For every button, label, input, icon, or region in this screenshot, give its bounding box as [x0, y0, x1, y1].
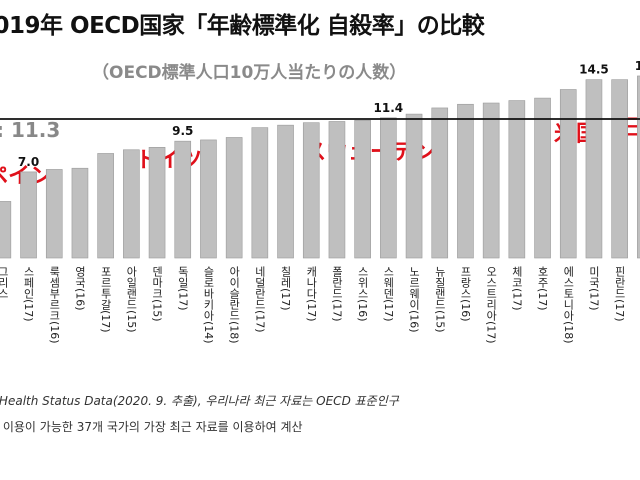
- tick-label-21: 호주(17): [536, 266, 549, 311]
- data-label-15: 11.4: [374, 101, 404, 115]
- tick-label-15: 스웨덴(17): [382, 266, 395, 322]
- tick-label-19: 오스트리아(17): [485, 266, 498, 344]
- tick-label-11: 칠레(17): [279, 266, 292, 311]
- tick-label-10: 네덜란드(17): [253, 266, 266, 333]
- tick-label-6: 덴마크(15): [151, 266, 164, 322]
- method-note: 료 이용이 가능한 37개 국가의 가장 최근 자료를 이용하여 계산: [0, 420, 303, 434]
- tick-label-17: 뉴질랜드(15): [433, 266, 446, 333]
- bar-20: [508, 100, 526, 259]
- bar-25: [637, 75, 640, 259]
- tick-label-14: 스위스(16): [356, 266, 369, 322]
- chart-title: 2019年 OECD国家「年齢標準化 自殺率」の比較: [0, 13, 485, 39]
- bar-16: [405, 113, 423, 259]
- bar-1: [20, 171, 37, 259]
- tick-label-23: 미국(17): [587, 266, 600, 311]
- tick-label-8: 슬로바키아(14): [202, 266, 215, 344]
- bar-9: [225, 137, 243, 259]
- bar-3: [71, 167, 89, 259]
- tick-label-7: 독일(17): [176, 266, 189, 311]
- tick-label-18: 프랑스(16): [459, 266, 472, 322]
- tick-label-3: 영국(16): [73, 266, 86, 311]
- chart-subtitle: （OECD標準人口10万人当たりの人数）: [92, 63, 407, 83]
- source-note: ', Health Status Data(2020. 9. 추출), 우리나라…: [0, 394, 399, 408]
- tick-label-5: 아일랜드(15): [125, 266, 138, 333]
- tick-label-0: 그리스: [0, 266, 9, 299]
- bar-12: [302, 122, 320, 259]
- bar-13: [328, 121, 346, 259]
- tick-label-13: 폴란드(17): [330, 266, 343, 322]
- tick-label-16: 노르웨이(16): [408, 266, 421, 333]
- bar-11: [277, 124, 294, 259]
- tick-label-25: 일본(17): [639, 265, 640, 311]
- bar-10: [251, 127, 269, 259]
- bar-24: [611, 79, 628, 259]
- bar-14: [354, 119, 371, 259]
- bar-17: [431, 107, 449, 259]
- bar-5: [123, 149, 140, 259]
- bar-8: [200, 139, 217, 259]
- bar-22: [559, 89, 577, 259]
- data-label-23: 14.5: [579, 63, 609, 77]
- tick-label-24: 핀란드(17): [613, 266, 626, 322]
- tick-label-12: 캐나다(17): [305, 266, 318, 322]
- bar-7: [174, 140, 192, 259]
- tick-label-22: 에스토니아(18): [562, 266, 575, 344]
- bar-0: [0, 201, 12, 259]
- tick-label-2: 룩셈부르크(16): [48, 266, 61, 344]
- data-label-25: 14.: [635, 59, 640, 73]
- bar-19: [482, 102, 500, 259]
- data-label-1: 7.0: [18, 155, 39, 169]
- bar-21: [534, 97, 551, 259]
- bar-2: [45, 169, 63, 259]
- oecd-average-label: : 11.3: [0, 118, 61, 142]
- tick-label-1: 스페인(17): [22, 266, 35, 322]
- bar-4: [97, 153, 114, 259]
- bar-6: [148, 147, 166, 259]
- bar-23: [585, 79, 603, 259]
- tick-label-4: 포르투갈(17): [99, 266, 112, 333]
- bar-15: [380, 117, 397, 259]
- bar-18: [457, 103, 474, 259]
- tick-label-20: 체코(17): [510, 266, 523, 311]
- data-label-7: 9.5: [172, 124, 193, 138]
- tick-label-9: 아이슬란드(18): [228, 266, 241, 344]
